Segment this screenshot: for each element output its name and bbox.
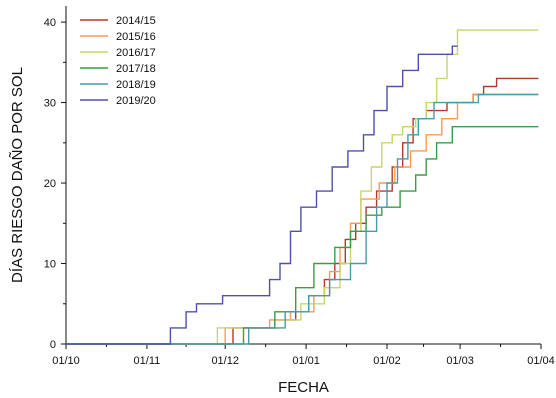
legend-label: 2019/20 [116, 95, 156, 107]
series-line-2015-16 [66, 93, 539, 345]
x-tick-label: 01/10 [52, 355, 80, 367]
x-tick-label: 01/12 [211, 355, 239, 367]
x-tick-label: 01/01 [292, 355, 320, 367]
legend-label: 2015/16 [116, 31, 156, 43]
legend-label: 2017/18 [116, 63, 156, 75]
series-line-2019-20 [66, 45, 458, 345]
y-tick-label: 20 [44, 178, 56, 190]
legend: 2014/15 2015/16 2016/17 2017/18 2018/19 2019/… [80, 15, 156, 107]
series-line-2016-17 [66, 29, 539, 345]
series-line-2018-19 [66, 93, 539, 345]
legend-label: 2018/19 [116, 79, 156, 91]
legend-label: 2014/15 [116, 15, 156, 27]
y-tick-label: 40 [44, 17, 56, 29]
chart-axes: 01/10 01/11 01/12 01/01 01/02 01/03 01/04 0 10 20… [44, 6, 555, 367]
series-lines [66, 29, 539, 345]
y-tick-label: 30 [44, 98, 56, 110]
x-tick-label: 01/03 [446, 355, 474, 367]
x-tick-label: 01/11 [134, 355, 161, 367]
legend-label: 2016/17 [116, 47, 156, 59]
x-tick-label: 01/04 [527, 355, 555, 367]
y-tick-label: 10 [44, 259, 56, 271]
x-tick-label: 01/02 [373, 355, 401, 367]
x-axis-title: FECHA [278, 379, 329, 396]
y-axis-title: DÍAS RIESGO DAÑO POR SOL [9, 67, 26, 283]
y-tick-label: 0 [50, 339, 56, 351]
